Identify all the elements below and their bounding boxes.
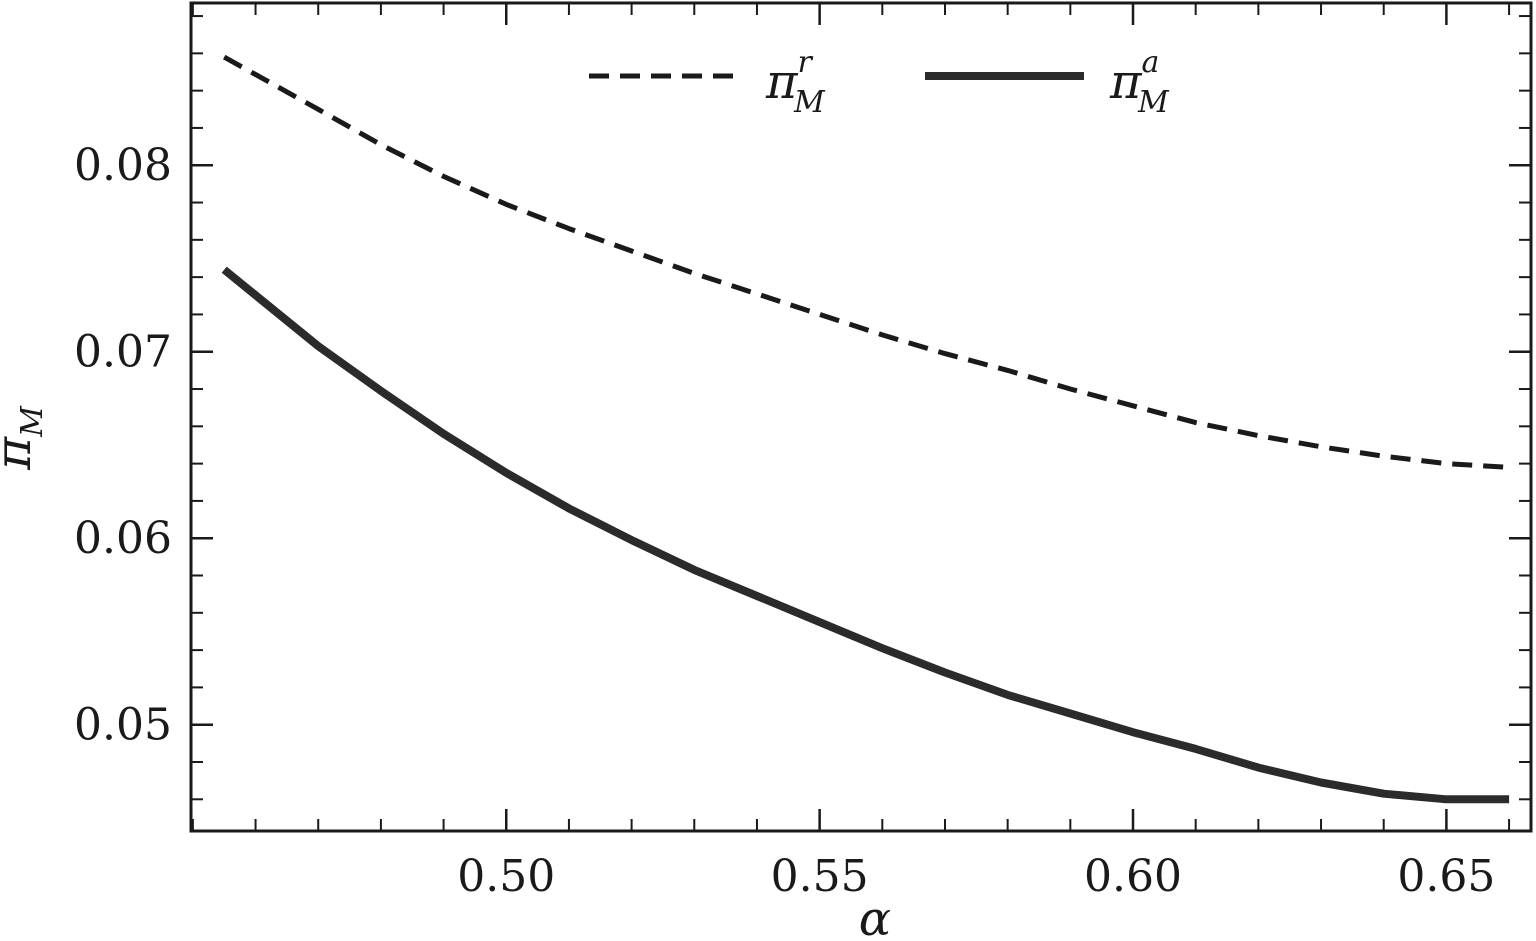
tick-labels: 0.50 0.55 0.60 0.65 0.05 0.06 0.07 0.08 [74,140,1495,902]
minor-ticks [191,3,1531,831]
series-line-r [222,54,1510,470]
y-tick-label: 0.07 [74,327,172,378]
y-axis-label: πM [0,405,50,471]
x-tick-label: 0.60 [1084,851,1182,902]
series-lines [221,54,1510,804]
series-line-a [221,266,1510,804]
y-tick-label: 0.05 [74,700,172,751]
x-tick-label: 0.65 [1397,851,1495,902]
legend: πr M πa M [589,45,1170,120]
x-axis-label: α [859,891,891,941]
y-tick-label: 0.06 [74,513,172,564]
x-tick-label: 0.55 [771,851,869,902]
plot-frame [189,1,1533,833]
major-ticks [191,3,1531,831]
legend-label-a: πa M [1109,45,1170,120]
x-tick-label: 0.50 [457,851,555,902]
y-tick-label: 0.08 [74,140,172,191]
legend-label-r: πr M [765,45,826,120]
